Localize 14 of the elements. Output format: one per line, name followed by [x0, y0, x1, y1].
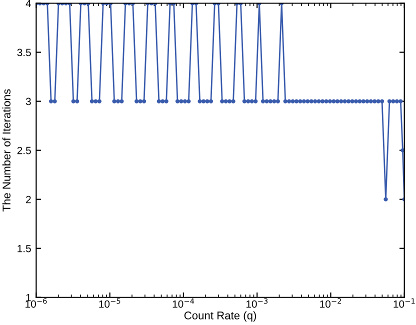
y-tick-label: 4 [26, 0, 32, 8]
y-axis-title: The Number of Iterations [2, 89, 10, 212]
y-tick-label: 1 [26, 294, 31, 302]
x-tick-label: 10$^{−5}$ [99, 298, 120, 308]
x-tick-label: 10$^{−1}$ [394, 298, 415, 308]
y-tick-label: 3 [26, 98, 31, 106]
y-tick-label: 3.5 [17, 48, 31, 56]
x-tick-label: 10$^{−2}$ [320, 298, 342, 308]
y-tick-label: 2.5 [17, 146, 31, 154]
y-tick-label: 2 [26, 196, 31, 204]
y-tick-label: 1.5 [18, 244, 31, 252]
x-tick-label: 10$^{−4}$ [172, 298, 194, 308]
x-tick-label: 10$^{−3}$ [246, 298, 268, 308]
x-axis-title: Count Rate (q) [184, 311, 256, 322]
